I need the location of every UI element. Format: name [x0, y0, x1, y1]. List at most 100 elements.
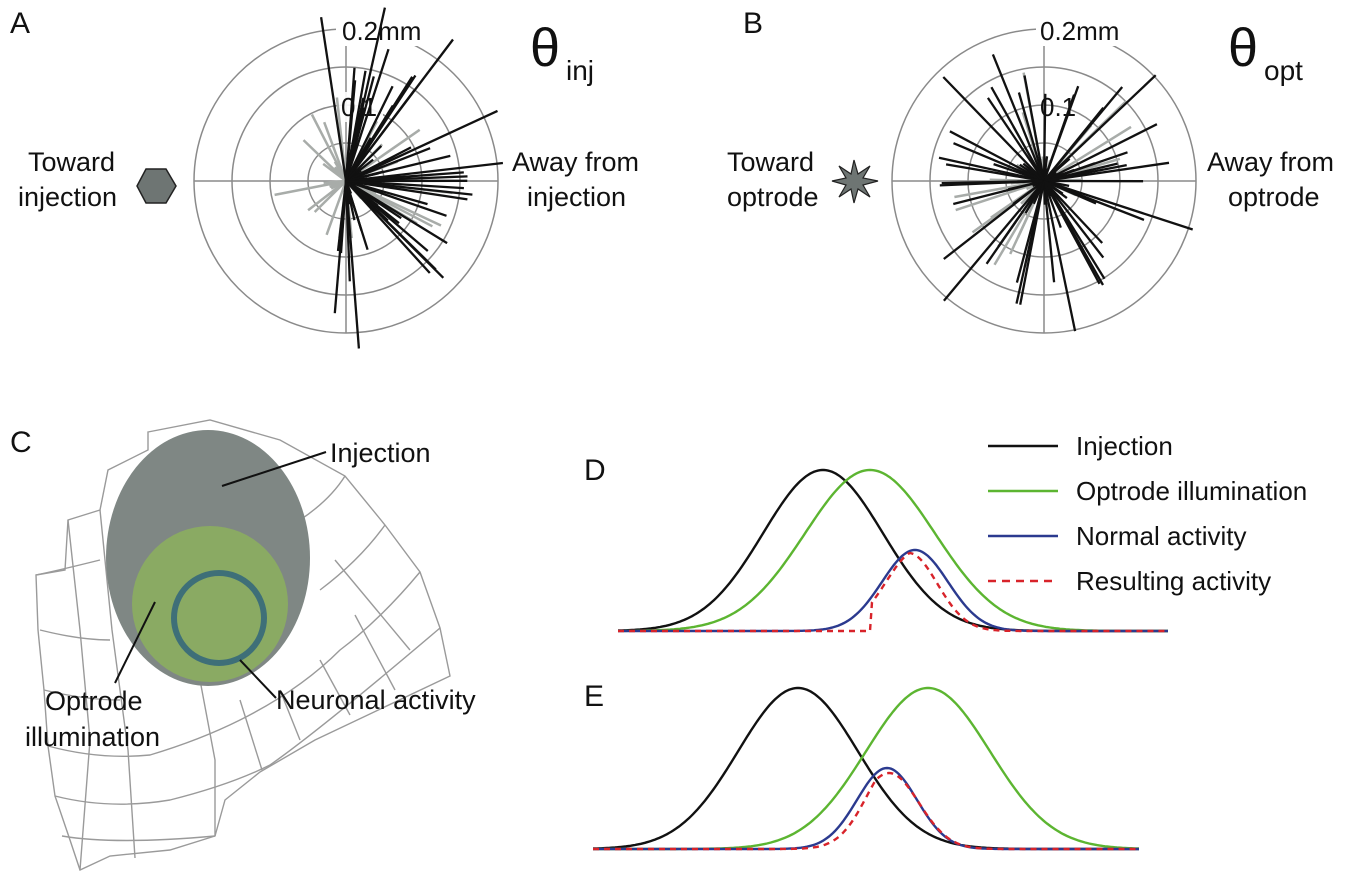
black-spoke [953, 142, 1045, 183]
black-spoke [1042, 180, 1062, 228]
black-spoke [345, 172, 379, 183]
away-label-b-line1: Away from [1207, 147, 1334, 177]
black-spoke [345, 147, 431, 183]
black-spoke [941, 179, 1045, 185]
black-spoke [991, 53, 1046, 182]
black-spoke [945, 163, 1045, 183]
black-spoke [1042, 180, 1056, 283]
black-spoke [1042, 180, 1105, 286]
panel-e-letter: E [584, 680, 604, 713]
black-spoke [1017, 92, 1046, 182]
legend-label-optrode: Optrode illumination [1076, 476, 1307, 506]
theta-sub-a: inj [566, 55, 594, 86]
panel-b: B 0.2mm 0.1 θ opt Toward optrode Away fr… [727, 7, 1334, 334]
neuronal-activity-label: Neuronal activity [276, 685, 476, 715]
panel-b-letter: B [743, 7, 763, 40]
black-spoke [344, 151, 354, 182]
gray-spoke [274, 179, 347, 197]
black-spoke [344, 180, 356, 221]
black-spoke [345, 180, 448, 245]
curve-optrode-e [593, 686, 1139, 851]
optrode-illumination-region [132, 526, 288, 682]
black-spoke [345, 137, 372, 182]
gray-spoke [325, 180, 348, 236]
black-spoke [1019, 180, 1046, 305]
black-spoke [1043, 74, 1157, 182]
curve-normal-e [593, 766, 1139, 851]
black-spoke [1042, 93, 1047, 182]
black-spoke [1043, 179, 1194, 231]
black-spoke [345, 109, 498, 183]
cortical-grid [35, 419, 451, 871]
panel-e: E [584, 680, 1139, 851]
theta-sub-b: opt [1264, 55, 1303, 86]
panel-c-letter: C [10, 426, 32, 459]
spokes-b [938, 53, 1194, 332]
theta-symbol-b: θ [1228, 18, 1258, 78]
black-spoke [1043, 106, 1105, 182]
curve-resulting-e [593, 771, 1139, 851]
injection-label: Injection [330, 438, 431, 468]
black-spoke [1043, 180, 1068, 200]
black-spoke [1043, 180, 1105, 259]
black-spoke [1043, 163, 1127, 183]
black-spoke [1043, 180, 1104, 244]
curve-resulting-d [618, 551, 1168, 633]
panel-d: D [584, 454, 1168, 633]
gray-spoke [330, 179, 347, 190]
legend-label-injection: Injection [1076, 431, 1173, 461]
star-icon [831, 159, 879, 204]
panel-c: C Injection [10, 419, 476, 871]
black-spoke [943, 180, 1045, 302]
black-spoke [319, 17, 348, 182]
black-spoke [345, 89, 416, 182]
legend-label-normal: Normal activity [1076, 521, 1246, 551]
optrode-label-line1: Optrode [45, 686, 143, 716]
ring-label-outer-b: 0.2mm [1040, 16, 1119, 46]
black-spoke [345, 180, 437, 271]
black-spoke [344, 180, 351, 282]
black-spoke [986, 97, 1045, 182]
toward-label-a-line2: injection [18, 182, 117, 212]
panel-a: A 0.2mm 0.1 θ inj Toward injection Away … [10, 7, 639, 349]
black-spoke [344, 48, 390, 182]
away-label-a-line2: injection [527, 182, 626, 212]
optrode-label-line2: illumination [25, 722, 160, 752]
black-spoke [1043, 179, 1097, 205]
black-spoke [1042, 85, 1080, 182]
spokes-a [274, 7, 504, 349]
away-label-b-line2: optrode [1228, 182, 1320, 212]
black-spoke [1023, 75, 1046, 182]
black-spoke [1043, 123, 1158, 183]
legend-label-resulting: Resulting activity [1076, 566, 1271, 596]
toward-label-a-line1: Toward [28, 147, 115, 177]
away-label-a-line1: Away from [512, 147, 639, 177]
black-spoke [345, 171, 464, 183]
gray-spoke [310, 113, 348, 182]
gray-spoke [322, 162, 347, 182]
black-spoke [344, 80, 357, 182]
black-spoke [345, 179, 428, 206]
gray-spoke [1043, 125, 1132, 183]
panel-a-letter: A [10, 7, 30, 40]
gray-spoke [313, 180, 347, 213]
neuronal-activity-ring [171, 570, 267, 666]
black-spoke [345, 179, 464, 190]
black-spoke [1042, 180, 1077, 332]
toward-label-b-line1: Toward [727, 147, 814, 177]
hexagon-icon [136, 168, 177, 204]
black-spoke [1015, 180, 1046, 283]
black-spoke [949, 130, 1045, 183]
black-spoke [1008, 179, 1045, 191]
black-spoke [942, 76, 1045, 182]
curve-injection-e [593, 686, 1139, 851]
panel-d-letter: D [584, 454, 606, 487]
black-spoke [333, 180, 348, 314]
theta-symbol-a: θ [530, 18, 560, 78]
black-spoke [1012, 180, 1045, 205]
toward-label-b-line2: optrode [727, 182, 819, 212]
black-spoke [1022, 162, 1045, 182]
legend: Injection Optrode illumination Normal ac… [988, 431, 1307, 596]
black-spoke [990, 86, 1046, 182]
